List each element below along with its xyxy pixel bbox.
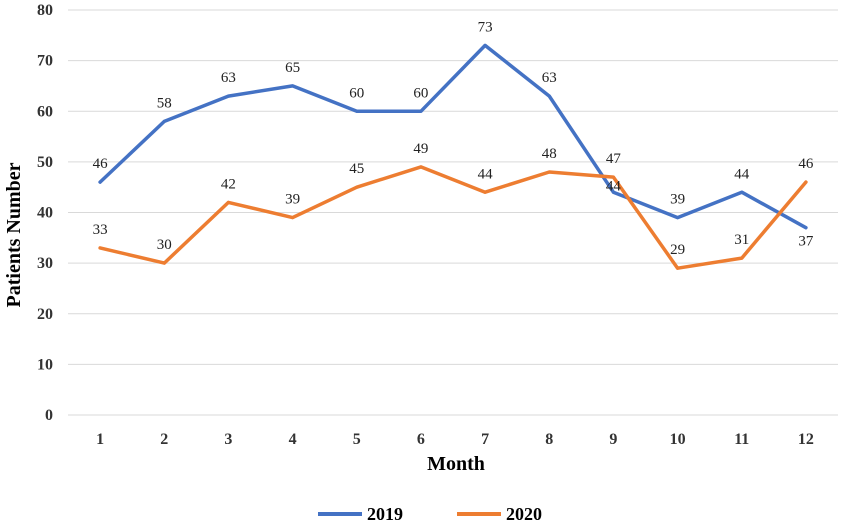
data-label-2019: 44 bbox=[734, 166, 750, 182]
data-point-2019 bbox=[804, 226, 808, 230]
data-point-2020 bbox=[547, 170, 551, 174]
series-line-2019 bbox=[98, 43, 808, 230]
data-point-2020 bbox=[419, 165, 423, 169]
data-point-2019 bbox=[291, 84, 295, 88]
data-label-2019: 58 bbox=[157, 95, 172, 111]
data-point-2020 bbox=[98, 246, 102, 250]
y-tick-label: 30 bbox=[37, 255, 53, 272]
data-point-2020 bbox=[611, 175, 615, 179]
y-tick-label: 60 bbox=[37, 103, 53, 120]
y-tick-label: 70 bbox=[37, 53, 53, 70]
data-point-2019 bbox=[355, 109, 359, 113]
x-tick-label: 2 bbox=[160, 431, 168, 448]
legend: 2019 2020 bbox=[318, 504, 542, 524]
data-point-2019 bbox=[547, 94, 551, 98]
data-point-2019 bbox=[676, 216, 680, 220]
x-tick-label: 12 bbox=[798, 431, 814, 448]
x-tick-label: 6 bbox=[417, 431, 425, 448]
data-point-2020 bbox=[804, 180, 808, 184]
data-label-2019: 60 bbox=[413, 85, 428, 101]
data-label-2020: 46 bbox=[798, 156, 814, 172]
data-point-2020 bbox=[483, 190, 487, 194]
data-point-2019 bbox=[419, 109, 423, 113]
y-tick-label: 40 bbox=[37, 205, 53, 222]
data-label-2019: 60 bbox=[349, 85, 364, 101]
data-label-2020: 48 bbox=[542, 146, 557, 162]
data-labels: 46 58 63 65 60 60 73 63 44 39 44 37 33 30 42 39 45 49 44 48… bbox=[93, 19, 814, 258]
y-axis-title: Patients Number bbox=[3, 162, 25, 307]
y-tick-label: 0 bbox=[45, 407, 53, 424]
data-point-2020 bbox=[162, 261, 166, 265]
data-label-2020: 39 bbox=[285, 192, 300, 208]
data-label-2020: 45 bbox=[349, 161, 364, 177]
data-label-2019: 39 bbox=[670, 192, 685, 208]
data-label-2019: 44 bbox=[606, 178, 622, 194]
data-label-2020: 29 bbox=[670, 242, 685, 258]
data-point-2019 bbox=[483, 43, 487, 47]
data-point-2019 bbox=[740, 190, 744, 194]
data-label-2019: 37 bbox=[798, 234, 814, 250]
data-label-2019: 63 bbox=[542, 70, 557, 86]
data-label-2019: 63 bbox=[221, 70, 236, 86]
data-label-2019: 73 bbox=[478, 19, 493, 35]
data-point-2020 bbox=[740, 256, 744, 260]
data-label-2019: 46 bbox=[93, 156, 109, 172]
data-label-2020: 33 bbox=[93, 222, 108, 238]
x-tick-label: 3 bbox=[224, 431, 232, 448]
x-axis-ticks: 1 2 3 4 5 6 7 8 9 10 11 12 bbox=[96, 431, 814, 448]
x-tick-label: 1 bbox=[96, 431, 104, 448]
data-label-2020: 44 bbox=[478, 166, 494, 182]
x-tick-label: 7 bbox=[481, 431, 489, 448]
data-point-2019 bbox=[98, 180, 102, 184]
y-tick-label: 10 bbox=[37, 356, 53, 373]
x-tick-label: 5 bbox=[353, 431, 361, 448]
y-tick-label: 20 bbox=[37, 306, 53, 323]
data-label-2020: 42 bbox=[221, 176, 236, 192]
x-tick-label: 8 bbox=[545, 431, 553, 448]
series-line-2020 bbox=[98, 165, 808, 270]
x-tick-label: 4 bbox=[289, 431, 297, 448]
data-label-2020: 47 bbox=[606, 151, 622, 167]
data-point-2020 bbox=[291, 216, 295, 220]
y-tick-label: 50 bbox=[37, 154, 53, 171]
data-point-2020 bbox=[676, 266, 680, 270]
data-point-2019 bbox=[162, 119, 166, 123]
x-tick-label: 10 bbox=[670, 431, 686, 448]
data-label-2020: 31 bbox=[734, 232, 749, 248]
data-point-2020 bbox=[355, 185, 359, 189]
data-label-2020: 49 bbox=[413, 141, 428, 157]
x-axis-title: Month bbox=[427, 453, 485, 475]
data-label-2020: 30 bbox=[157, 237, 172, 253]
y-tick-label: 80 bbox=[37, 2, 53, 19]
x-tick-label: 9 bbox=[609, 431, 617, 448]
legend-label-2019: 2019 bbox=[367, 504, 403, 524]
x-tick-label: 11 bbox=[734, 431, 749, 448]
gridlines bbox=[68, 9, 838, 416]
y-axis-ticks: 0 10 20 30 40 50 60 70 80 bbox=[37, 2, 53, 424]
data-point-2019 bbox=[611, 190, 615, 194]
legend-label-2020: 2020 bbox=[506, 504, 542, 524]
series-lines bbox=[98, 43, 808, 270]
data-point-2020 bbox=[226, 200, 230, 204]
data-label-2019: 65 bbox=[285, 60, 300, 76]
data-point-2019 bbox=[226, 94, 230, 98]
